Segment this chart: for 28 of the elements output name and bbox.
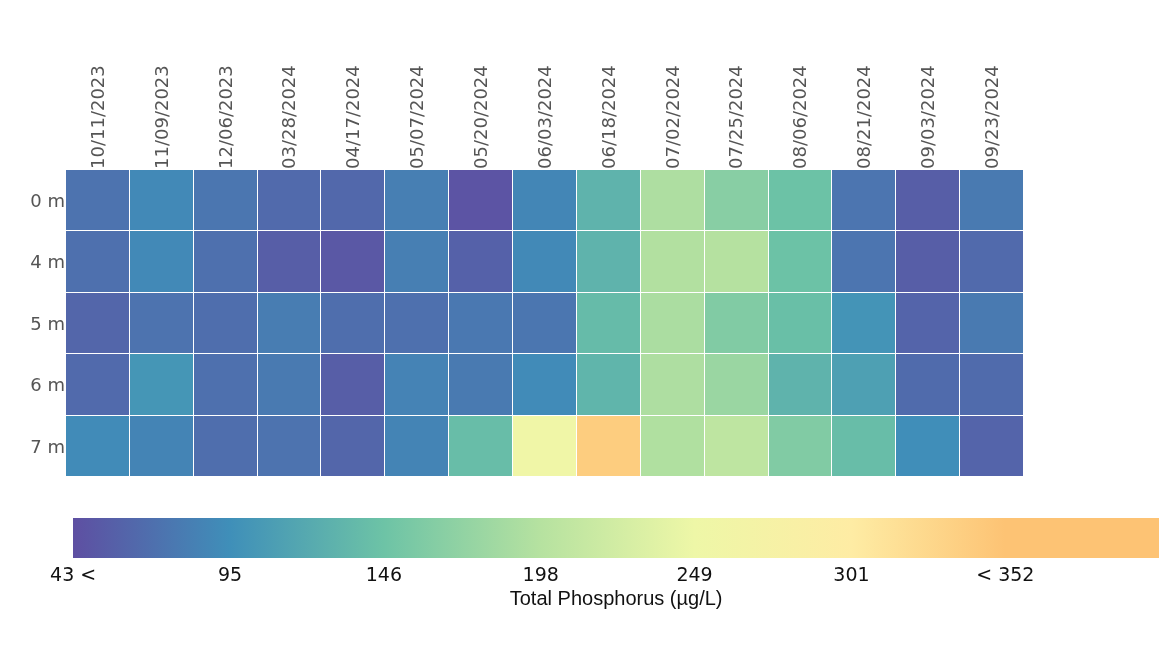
x-tick-label: 06/03/2024 [533,65,555,169]
color-bar-label: 198 [522,563,559,586]
y-tick-label: 5 m [30,312,65,334]
x-tick-label: 09/23/2024 [980,65,1002,169]
x-tick-label: 07/25/2024 [725,65,747,169]
y-tick-label: 7 m [30,435,65,457]
color-bar-label: 301 [833,563,870,586]
x-tick-label: 12/06/2023 [214,65,236,169]
y-tick-label: 0 m [30,190,65,211]
color-bar-label: 249 [676,563,713,586]
color-bar-label: 146 [365,563,402,586]
y-tick-label: 4 m [30,251,65,273]
color-bar-label: 43 < [50,563,97,586]
color-bar-label: 95 [217,563,243,586]
x-tick-label: 11/09/2023 [150,65,172,169]
x-tick-label: 10/11/2023 [86,65,108,169]
x-tick-label: 08/06/2024 [789,65,811,169]
y-tick-label: 6 m [30,374,65,396]
x-tick-label: 04/17/2024 [342,65,364,169]
x-tick-label: 07/02/2024 [661,65,683,169]
x-tick-label: 05/07/2024 [406,65,428,169]
x-tick-label: 05/20/2024 [469,65,491,169]
x-tick-label: 06/18/2024 [597,65,619,169]
x-tick-label: 08/21/2024 [853,65,875,169]
color-bar-title: Total Phosphorus (µg/L) [509,587,723,610]
color-bar-label: < 352 [976,563,1035,586]
x-tick-label: 09/03/2024 [917,65,939,169]
x-tick-label: 03/28/2024 [278,65,300,169]
